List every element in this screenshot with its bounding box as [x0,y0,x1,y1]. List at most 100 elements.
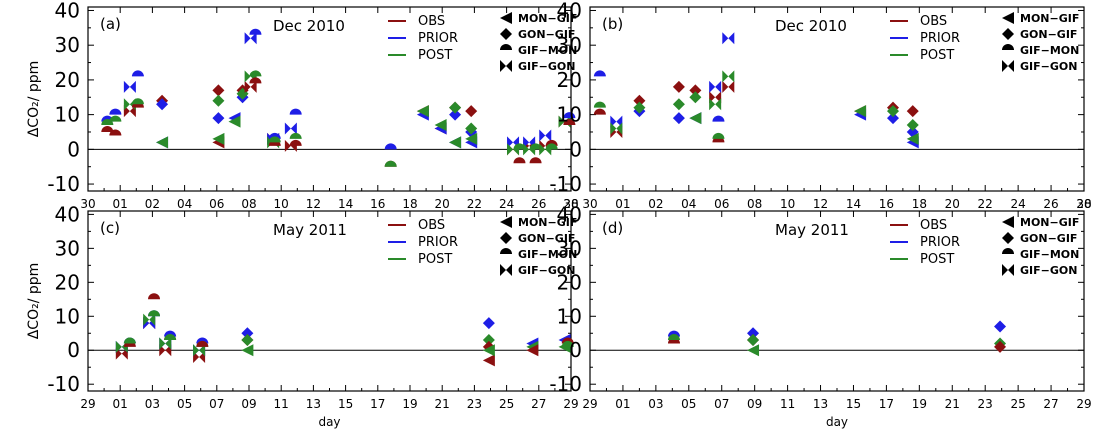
x-tick-label: 03 [648,397,663,411]
legend-marker-label: GIF−GON [1020,60,1077,73]
legend-marker-tri-left [500,12,512,24]
y-tick-label: -10 [47,172,80,196]
x-tick-label: 14 [846,197,861,211]
point-prior-bowtie-right [715,80,722,93]
x-tick-label: 14 [338,197,353,211]
legend-marker-label: GIF−MON [1020,248,1079,261]
panel-b: -10 0 10 20 30 40 30 01 02 04 06 08 10 12 14 16 18 20 22 24… [549,0,1091,211]
x-tick-label: 20 [945,197,960,211]
panel-period: Dec 2010 [775,17,847,35]
point-obs-bowtie [284,139,291,152]
point-post-bowtie [523,143,530,156]
legend-marker-half-circle [1002,44,1014,50]
point-prior-bowtie-right [290,122,297,135]
point-post-bowtie [722,70,729,83]
x-tick-label: 04 [681,197,696,211]
point-post-bowtie [123,98,130,111]
point-prior-bowtie [284,122,291,135]
x-tick-label: 13 [813,397,828,411]
x-tick-label: 04 [177,197,192,211]
x-tick-label: 18 [402,197,417,211]
point-obs-diamond [465,105,478,118]
legend-marker-label: GON−GIF [1020,232,1077,245]
point-post-diamond [906,119,919,132]
x-tick-label: 30 [80,197,95,211]
point-post-tri-left [228,115,241,128]
x-tick-label: 25 [1010,397,1025,411]
x-tick-label: 26 [531,197,546,211]
point-prior-bowtie-right [129,80,136,93]
x-tick-label: 02 [145,197,160,211]
point-post-tri-left [854,105,867,118]
x-tick-label: 29 [80,397,95,411]
x-tick-label: 03 [145,397,160,411]
point-post-half-circle [712,132,725,139]
x-tick-label: 18 [912,197,927,211]
point-post-diamond [482,334,495,347]
x-tick-label: 16 [879,197,894,211]
point-post-half-circle [561,340,574,347]
legend-marker-label: GON−GIF [518,232,575,245]
point-post-bowtie-right [616,122,623,135]
x-tick-label: 22 [467,197,482,211]
point-post-tri-left [482,344,495,357]
legend-marker-tri-left [1002,216,1014,228]
x-tick-label: 19 [912,397,927,411]
x-tick-label: 20 [435,197,450,211]
legend-marker-diamond [500,28,512,40]
y-tick-label: 30 [55,33,80,57]
point-post-tri-left [449,136,462,149]
point-post-bowtie [115,340,122,353]
point-post-half-circle [268,136,281,143]
x-tick-label: 05 [177,397,192,411]
legend-label-obs: OBS [418,218,445,233]
point-post-diamond [241,334,254,347]
point-post-bowtie [507,143,514,156]
point-post-bowtie-right [199,344,206,357]
point-post-diamond [633,101,646,114]
legend-label-post: POST [418,252,452,267]
y-tick-label: 20 [557,68,582,92]
x-tick-label: 23 [978,397,993,411]
point-post-half-circle [593,101,606,108]
point-obs-half-circle [148,293,161,300]
point-post-diamond [689,91,702,104]
point-post-tri-left [906,132,919,145]
legend-marker-label: GON−GIF [518,28,575,41]
point-post-bowtie-right [715,98,722,111]
x-tick-label: 08 [241,197,256,211]
x-tick-label: 27 [531,397,546,411]
point-obs-bowtie-right [250,80,257,93]
x-tick-label: 06 [209,197,224,211]
point-post-bowtie [143,313,150,326]
x-tick-label: 30 [582,197,597,211]
point-obs-diamond [994,340,1007,353]
x-tick-label: 09 [747,397,762,411]
x-tick-label: 16 [370,197,385,211]
legend-marker-diamond [1002,28,1014,40]
y-tick-label: 20 [55,270,80,294]
x-tick-label: 12 [813,197,828,211]
point-obs-bowtie [244,80,251,93]
y-tick-label: 0 [569,338,582,362]
legend-marker-label: MON−GIF [1020,216,1079,229]
point-post-diamond [449,101,462,114]
point-prior-half-circle [384,143,397,150]
panel-label: (a) [100,15,121,33]
panel-label: (b) [602,15,623,33]
x-tick-label: 01 [615,197,630,211]
legend-marker-label: GON−GIF [1020,28,1077,41]
point-obs-half-circle [249,77,262,84]
x-end-tick-label: 30 [1076,197,1091,211]
legend-marker-label: GIF−MON [1020,44,1079,57]
x-tick-label: 29 [563,397,578,411]
point-obs-bowtie [722,80,729,93]
legend-marker-bowtie-right [1008,60,1014,72]
legend-marker-label: GIF−GON [518,60,575,73]
point-prior-half-circle [109,108,122,115]
point-post-tri-left [212,132,225,145]
point-prior-diamond [156,98,169,111]
point-prior-diamond [886,112,899,125]
point-post-tri-left [156,136,169,149]
point-prior-bowtie [123,80,130,93]
